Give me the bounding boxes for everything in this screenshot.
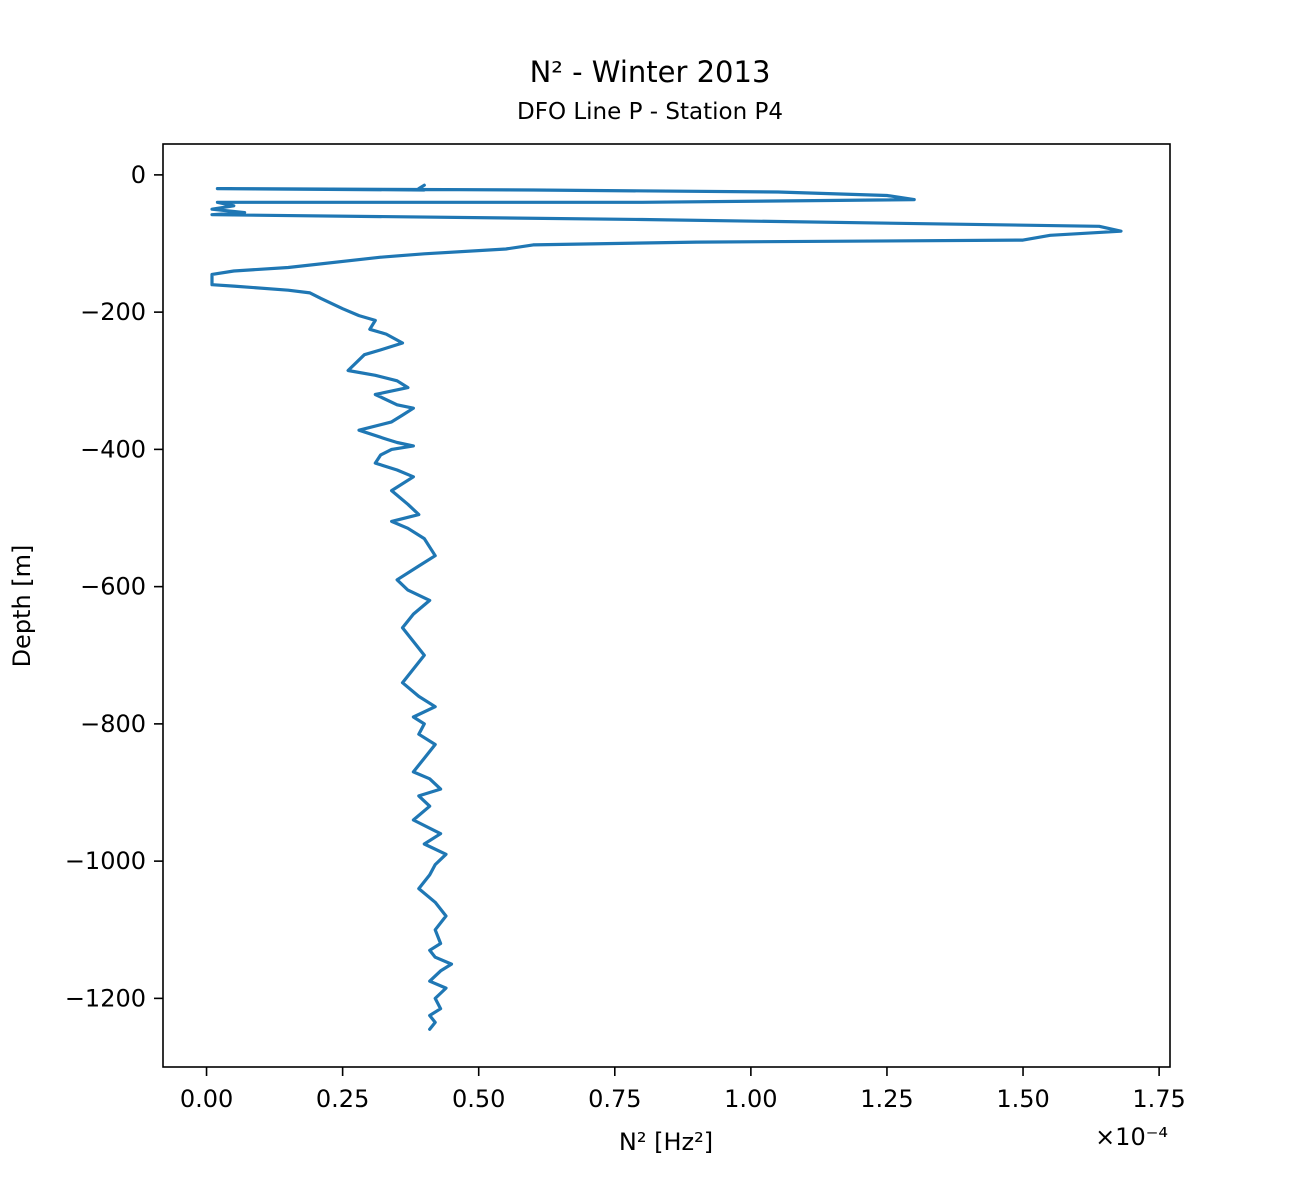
x-tick-label: 0.00: [180, 1085, 233, 1113]
y-axis-ticks: 0 −200 −400 −600 −800 −1000 −1200: [65, 161, 163, 1012]
y-tick-label: −200: [80, 298, 146, 326]
x-axis-offset-label: ×10⁻⁴: [1095, 1123, 1168, 1151]
x-tick-label: 1.75: [1132, 1085, 1185, 1113]
y-axis-label: Depth [m]: [8, 545, 36, 668]
y-tick-label: −600: [80, 573, 146, 601]
n2-series-line: [210, 183, 1123, 1031]
chart-title: N² - Winter 2013: [530, 55, 771, 89]
plot-frame: [162, 143, 1171, 1068]
x-axis-label: N² [Hz²]: [619, 1128, 713, 1156]
x-axis-ticks: 0.00 0.25 0.50 0.75 1.00 1.25 1.50 1.75: [180, 1067, 1186, 1113]
chart-subtitle: DFO Line P - Station P4: [517, 99, 783, 125]
x-tick-label: 0.75: [588, 1085, 641, 1113]
x-tick-label: 1.00: [724, 1085, 777, 1113]
series-layer: [210, 183, 1123, 1031]
y-tick-label: −400: [80, 435, 146, 463]
plot-area: 0.00 0.25 0.50 0.75 1.00 1.25 1.50 1.75 0 −200 −4…: [65, 143, 1186, 1113]
x-tick-label: 0.50: [452, 1085, 505, 1113]
x-tick-label: 1.50: [996, 1085, 1049, 1113]
y-tick-label: −1200: [65, 984, 146, 1012]
y-tick-label: 0: [131, 161, 146, 189]
x-tick-label: 1.25: [860, 1085, 913, 1113]
y-tick-label: −800: [80, 710, 146, 738]
x-tick-label: 0.25: [316, 1085, 369, 1113]
y-tick-label: −1000: [65, 847, 146, 875]
